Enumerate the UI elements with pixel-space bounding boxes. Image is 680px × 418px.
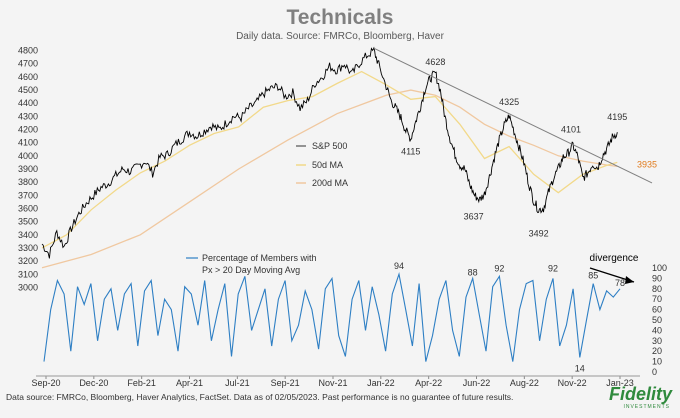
x-tick-label-6: Nov-21 — [318, 378, 347, 388]
chart-title: Technicals — [286, 6, 394, 29]
breadth-annotation-3: 92 — [548, 263, 558, 273]
sp500-line — [41, 46, 618, 259]
breadth-y-tick-8: 80 — [652, 284, 662, 294]
price-annotation-7: 3935 — [637, 159, 657, 169]
price-annotation-4: 4101 — [561, 125, 581, 135]
price-y-tick-14: 4400 — [18, 98, 38, 108]
breadth-annotation-2: 92 — [494, 263, 504, 273]
x-tick-label-12: Jan-23 — [606, 378, 634, 388]
breadth-y-tick-5: 50 — [652, 315, 662, 325]
breadth-annotation-0: 94 — [394, 261, 404, 271]
price-annotation-5: 3492 — [529, 229, 549, 239]
price-y-tick-5: 3500 — [18, 217, 38, 227]
ma200-line — [41, 89, 618, 269]
legend-label-0: S&P 500 — [312, 141, 347, 151]
x-tick-label-7: Jan-22 — [367, 378, 395, 388]
breadth-legend-line-2: Px > 20 Day Moving Avg — [202, 265, 300, 275]
price-y-tick-16: 4600 — [18, 72, 38, 82]
price-annotation-2: 4325 — [499, 97, 519, 107]
resistance-trend-line — [373, 47, 653, 184]
x-tick-label-0: Sep-20 — [31, 378, 60, 388]
price-annotation-0: 4628 — [425, 57, 445, 67]
price-y-tick-6: 3600 — [18, 203, 38, 213]
fidelity-logo: Fidelity — [608, 384, 672, 404]
x-tick-label-8: Apr-22 — [415, 378, 442, 388]
price-annotation-1: 4115 — [401, 147, 420, 157]
price-y-tick-18: 4800 — [18, 46, 38, 56]
breadth-line — [43, 272, 621, 362]
price-y-tick-4: 3400 — [18, 230, 38, 240]
price-annotation-3: 3637 — [464, 212, 484, 222]
price-y-tick-13: 4300 — [18, 111, 38, 121]
x-tick-label-11: Nov-22 — [558, 378, 587, 388]
x-tick-label-3: Apr-21 — [176, 378, 203, 388]
breadth-annotation-4: 85 — [588, 271, 598, 281]
x-tick-label-4: Jul-21 — [225, 378, 250, 388]
price-y-tick-12: 4200 — [18, 125, 38, 135]
price-y-tick-15: 4500 — [18, 85, 38, 95]
breadth-y-tick-1: 10 — [652, 357, 662, 367]
footer-note: Data source: FMRCo, Bloomberg, Haver Ana… — [6, 392, 514, 402]
chart-subtitle: Daily data. Source: FMRCo, Bloomberg, Ha… — [236, 31, 444, 42]
price-y-tick-8: 3800 — [18, 177, 38, 187]
price-annotation-6: 4195 — [607, 112, 627, 122]
breadth-annotation-5: 78 — [615, 278, 625, 288]
breadth-y-tick-10: 100 — [652, 263, 667, 273]
price-y-tick-11: 4100 — [18, 138, 38, 148]
x-tick-label-2: Feb-21 — [127, 378, 156, 388]
breadth-y-tick-3: 30 — [652, 336, 662, 346]
x-tick-label-1: Dec-20 — [79, 378, 108, 388]
breadth-y-tick-4: 40 — [652, 325, 662, 335]
breadth-y-tick-7: 70 — [652, 294, 662, 304]
breadth-y-tick-2: 20 — [652, 346, 662, 356]
breadth-y-tick-9: 90 — [652, 273, 662, 283]
ma50-line — [41, 70, 618, 249]
breadth-annotation-6: 14 — [575, 363, 585, 373]
price-y-tick-10: 4000 — [18, 151, 38, 161]
price-y-tick-0: 3000 — [18, 282, 38, 292]
x-tick-label-9: Jun-22 — [463, 378, 491, 388]
x-tick-label-10: Aug-22 — [510, 378, 539, 388]
price-y-tick-3: 3300 — [18, 243, 38, 253]
legend-label-2: 200d MA — [312, 178, 348, 188]
price-y-tick-9: 3900 — [18, 164, 38, 174]
x-tick-label-5: Sep-21 — [271, 378, 300, 388]
breadth-annotation-1: 88 — [468, 267, 478, 277]
breadth-y-tick-6: 60 — [652, 305, 662, 315]
price-y-tick-2: 3200 — [18, 256, 38, 266]
breadth-annotation-7: divergence — [590, 253, 639, 264]
price-y-tick-17: 4700 — [18, 59, 38, 69]
breadth-y-tick-0: 0 — [652, 367, 657, 377]
price-y-tick-1: 3100 — [18, 269, 38, 279]
fidelity-logo-sub: INVESTMENTS — [623, 404, 670, 410]
legend-label-1: 50d MA — [312, 160, 343, 170]
divergence-arrow-head — [625, 276, 634, 284]
price-y-tick-7: 3700 — [18, 190, 38, 200]
breadth-legend-line-1: Percentage of Members with — [202, 253, 317, 263]
